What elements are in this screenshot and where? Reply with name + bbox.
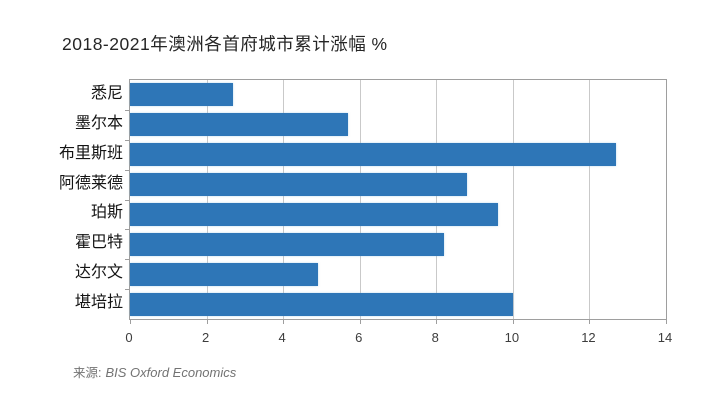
- y-axis-tick: [125, 109, 129, 111]
- x-axis-tick: [359, 320, 361, 324]
- y-category-label: 布里斯班: [58, 144, 123, 162]
- x-tick-label: 4: [278, 330, 286, 345]
- x-axis-tick: [130, 320, 131, 324]
- x-axis-tick: [436, 320, 438, 324]
- plot-area: [125, 79, 667, 324]
- y-axis-tick: [125, 289, 129, 291]
- x-tick-label: 2: [201, 330, 210, 345]
- x-axis-tick: [666, 320, 667, 324]
- gridline: [589, 80, 591, 319]
- y-category-label: 悉尼: [90, 84, 123, 102]
- x-tick-label: 14: [657, 330, 673, 345]
- bar: [130, 83, 234, 107]
- x-axis-tick: [589, 320, 591, 324]
- gridline: [436, 80, 438, 319]
- gridline: [206, 80, 208, 319]
- y-axis-tick: [125, 259, 129, 261]
- x-tick-label: 8: [431, 330, 439, 345]
- x-tick-label: 10: [504, 330, 520, 345]
- x-tick-label: 6: [355, 330, 363, 345]
- y-axis-tick: [125, 139, 129, 141]
- chart-title: 2018-2021年澳洲各首府城市累计涨幅 %: [62, 34, 388, 54]
- y-category-label: 霍巴特: [74, 234, 123, 252]
- bar: [130, 173, 467, 197]
- y-category-label: 堪培拉: [74, 294, 123, 312]
- source-note: 来源: BIS Oxford Economics: [73, 362, 236, 381]
- gridline: [283, 80, 285, 319]
- source-name: BIS Oxford Economics: [105, 365, 237, 380]
- x-tick-label: 0: [125, 330, 133, 345]
- gridline: [359, 80, 361, 319]
- bar: [130, 202, 498, 226]
- bar: [130, 232, 444, 256]
- y-axis-tick: [125, 199, 129, 201]
- bar: [130, 292, 513, 316]
- x-axis-tick: [283, 320, 285, 324]
- y-category-label: 墨尔本: [74, 114, 123, 132]
- y-category-label: 达尔文: [74, 264, 123, 282]
- x-tick-label: 12: [581, 330, 596, 345]
- bar: [130, 143, 617, 167]
- y-category-label: 珀斯: [90, 204, 123, 222]
- gridline: [512, 80, 514, 319]
- y-axis-tick: [125, 169, 129, 171]
- x-axis-tick: [512, 320, 514, 324]
- y-axis-tick: [125, 229, 129, 231]
- bar: [130, 113, 349, 137]
- source-label: 来源:: [73, 366, 102, 380]
- x-axis-tick: [206, 320, 208, 324]
- y-category-label: 阿德莱德: [58, 174, 123, 192]
- bar: [130, 262, 318, 286]
